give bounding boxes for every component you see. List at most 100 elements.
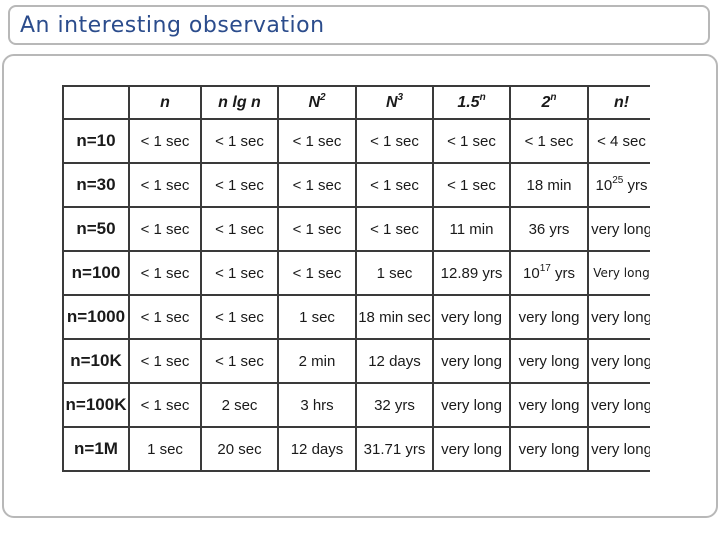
cell-text: very long: [518, 352, 580, 370]
cell-text: very long: [441, 308, 502, 326]
table-cell: 12 days: [355, 338, 434, 384]
table-row: n=30 < 1 sec < 1 sec < 1 sec < 1 sec < 1 sec 1…: [62, 162, 650, 208]
table-cell: < 1 sec: [128, 250, 202, 296]
table-row: n=10K < 1 sec < 1 sec 2 min 12 days very long…: [62, 338, 650, 384]
cell-base: 2: [541, 93, 551, 111]
cell-text: < 1 sec: [370, 176, 419, 194]
row-label: n=50: [62, 206, 130, 252]
row-label: n=100: [62, 250, 130, 296]
cell-base: N: [308, 93, 320, 111]
cell-text: n!: [613, 93, 630, 111]
header-cell: n lg n: [200, 85, 279, 120]
table-cell: 1 sec: [128, 426, 202, 472]
row-label-text: n=100: [71, 263, 121, 282]
table-cell: < 1 sec: [200, 162, 279, 208]
table-cell: 36 yrs: [509, 206, 589, 252]
cell-text: < 1 sec: [215, 308, 264, 326]
cell-text: very long: [518, 396, 580, 414]
table-cell: 18 min: [509, 162, 589, 208]
cell-after: yrs: [623, 176, 648, 194]
cell-base: 1.5: [457, 93, 480, 111]
table-cell: 20 sec: [200, 426, 279, 472]
cell-sup: n: [550, 91, 557, 103]
cell-text: < 1 sec: [292, 132, 342, 150]
row-label: n=10: [62, 118, 130, 164]
cell-text: 36 yrs: [528, 220, 570, 238]
table-cell: < 1 sec: [128, 118, 202, 164]
table-cell: < 1 sec: [200, 294, 279, 340]
table-cell: 1025 yrs: [587, 162, 650, 208]
table-cell: < 1 sec: [200, 338, 279, 384]
table-cell: < 1 sec: [509, 118, 589, 164]
table-cell: very long: [587, 382, 650, 428]
table-cell: 1 sec: [355, 250, 434, 296]
table-cell: very long: [432, 294, 511, 340]
cell-text: 2 min: [298, 352, 336, 370]
table-cell: < 1 sec: [432, 162, 511, 208]
table-row: n=100K < 1 sec 2 sec 3 hrs 32 yrs very long ve…: [62, 382, 650, 428]
table-cell: < 1 sec: [128, 294, 202, 340]
row-label-text: n=10K: [70, 351, 122, 370]
table-cell: very long: [432, 426, 511, 472]
cell-text: < 1 sec: [215, 132, 264, 150]
cell-text: very long: [591, 396, 650, 414]
cell-sup: 25: [612, 174, 624, 186]
header-cell: 2n: [509, 85, 589, 120]
table-cell: < 4 sec: [587, 118, 650, 164]
header-cell: n: [128, 85, 202, 120]
cell-text: < 1 sec: [140, 220, 190, 238]
cell-text: < 1 sec: [140, 132, 190, 150]
table-cell: 31.71 yrs: [355, 426, 434, 472]
cell-text: < 1 sec: [215, 220, 264, 238]
table-cell: 11 min: [432, 206, 511, 252]
cell-base: 10: [595, 176, 613, 194]
cell-text: very long: [518, 308, 580, 326]
table-cell: Very long: [587, 250, 650, 296]
table-row: n=100 < 1 sec < 1 sec < 1 sec 1 sec 12.89 yrs…: [62, 250, 650, 296]
table-cell: very long: [509, 294, 589, 340]
table-cell: < 1 sec: [200, 250, 279, 296]
table-cell: < 1 sec: [432, 118, 511, 164]
table-cell: < 1 sec: [277, 118, 357, 164]
table-cell: 12 days: [277, 426, 357, 472]
table-cell: < 1 sec: [128, 206, 202, 252]
table-cell: 12.89 yrs: [432, 250, 511, 296]
table-cell: 1 sec: [277, 294, 357, 340]
cell-text: < 1 sec: [140, 396, 190, 414]
cell-text: < 1 sec: [140, 308, 190, 326]
cell-text: < 1 sec: [292, 264, 342, 282]
header-cell: 1.5n: [432, 85, 511, 120]
table-cell: < 1 sec: [277, 162, 357, 208]
table-cell: < 1 sec: [200, 118, 279, 164]
title-box: An interesting observation: [8, 5, 710, 45]
table-cell: < 1 sec: [277, 206, 357, 252]
row-label: n=10K: [62, 338, 130, 384]
cell-sup: 2: [320, 91, 326, 103]
row-label-text: n=100K: [65, 395, 127, 414]
cell-text: 20 sec: [217, 440, 262, 458]
row-label: n=30: [62, 162, 130, 208]
cell-text: 1 sec: [376, 264, 413, 282]
table-cell: 32 yrs: [355, 382, 434, 428]
table-cell: 18 min sec: [355, 294, 434, 340]
cell-after: yrs: [550, 264, 575, 282]
slide-title: An interesting observation: [20, 13, 325, 38]
cell-text: 18 min sec: [358, 308, 431, 326]
row-label-text: n=10: [76, 131, 116, 150]
cell-base: N: [385, 93, 398, 111]
cell-text: < 1 sec: [140, 264, 190, 282]
cell-text: very long: [441, 440, 502, 458]
cell-text: < 1 sec: [524, 132, 574, 150]
cell-text: < 1 sec: [140, 176, 190, 194]
table-cell: very long: [509, 426, 589, 472]
cell-sup: 17: [539, 262, 551, 274]
cell-text: very long: [441, 396, 502, 414]
cell-text: 18 min: [526, 176, 572, 194]
cell-sup: 3: [397, 91, 404, 103]
table-cell: < 1 sec: [128, 382, 202, 428]
table-cell: 2 min: [277, 338, 357, 384]
cell-text: 12 days: [290, 440, 344, 458]
